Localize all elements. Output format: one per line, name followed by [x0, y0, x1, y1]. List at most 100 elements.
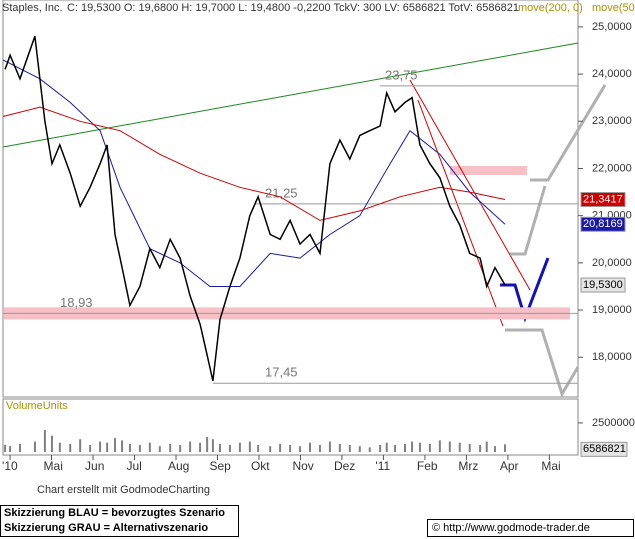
level-label: 21,25 — [265, 185, 298, 200]
price-tag: 21,3417 — [583, 193, 623, 205]
x-tick-label: Aug — [168, 459, 189, 473]
legend-entry: move(200, 0) — [518, 2, 583, 14]
volume-bar — [99, 441, 102, 452]
note-box — [0, 505, 239, 537]
volume-bar — [448, 441, 451, 452]
volume-bar — [79, 439, 82, 452]
blue-scenario — [500, 257, 550, 323]
volume-bar — [338, 443, 341, 452]
gray-scenario — [510, 185, 547, 256]
moving-average — [2, 59, 506, 287]
y-tick-label: 20,0000 — [592, 257, 632, 269]
volume-panel — [2, 398, 579, 456]
y-tick-label: 25,0000 — [592, 21, 632, 33]
y-tick-label: 18,0000 — [592, 351, 632, 363]
level-label: 17,45 — [265, 365, 298, 380]
volume-bar — [348, 445, 351, 452]
resistance-zone — [450, 166, 527, 175]
price-tag-box — [580, 192, 626, 208]
y-tick-label: 19,0000 — [592, 304, 632, 316]
y-tick-label: 24,0000 — [592, 68, 632, 80]
x-tick-label: Dez — [334, 459, 355, 473]
volume-bar — [9, 446, 12, 452]
x-tick-label: Okt — [251, 459, 270, 473]
volume-bar — [199, 442, 202, 452]
volume-title: VolumeUnits — [6, 400, 68, 412]
volume-bar — [121, 440, 124, 452]
note: Skizzierung GRAU = Alternativszenario — [4, 522, 208, 534]
stock-name: Staples, Inc. — [2, 2, 63, 14]
x-tick-label: Nov — [292, 459, 313, 473]
volume-bar — [299, 446, 302, 452]
volume-bar — [43, 429, 46, 452]
x-tick-label: Mrz — [458, 459, 478, 473]
site: © http://www.godmode-trader.de — [432, 522, 590, 534]
level-label: 23,75 — [385, 67, 418, 82]
volume-bar — [19, 443, 22, 452]
volume-bar — [385, 442, 388, 452]
x-tick-label: Sep — [209, 459, 231, 473]
volume-bar — [394, 445, 397, 452]
volume-bar — [211, 439, 214, 452]
volume-bar — [485, 441, 488, 452]
volume-bar — [379, 445, 382, 452]
volume-bar — [169, 443, 172, 452]
volume-bar — [418, 442, 421, 452]
volume-bar — [128, 443, 131, 452]
volume-bar — [206, 436, 209, 452]
volume-bar — [248, 441, 251, 452]
volume-bar — [218, 443, 221, 452]
volume-bar — [279, 443, 282, 452]
volume-bar — [69, 443, 72, 452]
volume-bar — [189, 441, 192, 452]
x-tick-label: Apr — [500, 459, 519, 473]
volume-bar — [468, 443, 471, 452]
volume-bar — [438, 440, 441, 452]
quote: C: 19,5300 O: 19,6800 H: 19,7000 L: 19,4… — [67, 2, 519, 14]
gray-scenario — [505, 328, 580, 398]
volume-bar — [428, 443, 431, 452]
x-tick-label: '11 — [375, 459, 390, 473]
level-label: 18,93 — [60, 295, 93, 310]
volume-bar — [318, 445, 321, 452]
volume-bar — [33, 441, 36, 452]
volume-tag: 6586821 — [583, 443, 626, 455]
y-tick-label: 23,0000 — [592, 115, 632, 127]
volume-bar — [494, 446, 497, 452]
x-tick-label: Feb — [417, 459, 438, 473]
price-line — [4, 36, 506, 381]
price-tag: 19,5300 — [583, 279, 623, 291]
price-tag-box — [580, 277, 626, 293]
x-tick-label: Jul — [127, 459, 142, 473]
x-tick-label: '10 — [2, 459, 18, 473]
credit: Chart erstellt mit GodmodeCharting — [37, 484, 210, 496]
x-tick-label: Jun — [85, 459, 104, 473]
volume-bar — [308, 442, 311, 452]
volume-bar — [158, 446, 161, 452]
volume-bar — [114, 438, 117, 452]
channel-lower — [417, 99, 504, 327]
volume-bar — [138, 445, 141, 452]
volume-bar — [89, 445, 92, 452]
y-tick-label: 22,0000 — [592, 162, 632, 174]
volume-bar — [479, 445, 482, 452]
volume-bar — [458, 442, 461, 452]
volume-bar — [411, 441, 414, 452]
volume-bar — [358, 446, 361, 452]
x-tick-label: Mai — [541, 459, 560, 473]
legend-entry: move(50, — [592, 2, 635, 14]
volume-bar — [238, 442, 241, 452]
note: Skizzierung BLAU = bevorzugtes Szenario — [4, 507, 225, 519]
volume-bar — [4, 445, 7, 452]
moving-average — [2, 106, 506, 221]
price-tag: 20,8169 — [583, 218, 623, 230]
volume-bar — [328, 441, 331, 452]
volume-bar — [368, 447, 371, 452]
volume-bar — [269, 446, 272, 452]
volume-bar — [50, 435, 53, 452]
volume-bar — [404, 443, 407, 452]
y-tick-label: 25000000 — [592, 417, 635, 429]
volume-bar — [179, 445, 182, 452]
